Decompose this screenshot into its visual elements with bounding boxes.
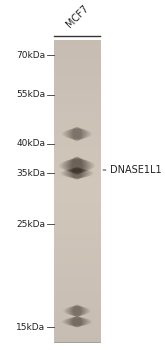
Ellipse shape	[69, 127, 84, 140]
Ellipse shape	[64, 168, 90, 178]
Ellipse shape	[59, 160, 95, 172]
Text: 55kDa: 55kDa	[16, 90, 45, 99]
Text: DNASE1L1: DNASE1L1	[110, 165, 162, 175]
Text: 25kDa: 25kDa	[16, 219, 45, 229]
Ellipse shape	[61, 159, 93, 173]
Ellipse shape	[63, 159, 91, 173]
Ellipse shape	[70, 157, 84, 175]
Ellipse shape	[69, 306, 85, 316]
Ellipse shape	[63, 129, 91, 139]
Ellipse shape	[65, 306, 89, 316]
Ellipse shape	[71, 127, 83, 141]
Text: MCF7: MCF7	[65, 3, 91, 29]
Ellipse shape	[71, 305, 82, 317]
Ellipse shape	[71, 316, 83, 327]
Ellipse shape	[65, 158, 89, 173]
Ellipse shape	[66, 158, 88, 174]
Ellipse shape	[70, 167, 84, 179]
Ellipse shape	[72, 156, 82, 175]
Ellipse shape	[66, 168, 89, 178]
Ellipse shape	[72, 316, 82, 328]
Ellipse shape	[62, 318, 92, 326]
Text: 40kDa: 40kDa	[16, 139, 45, 148]
Text: 70kDa: 70kDa	[16, 51, 45, 60]
FancyBboxPatch shape	[54, 41, 100, 342]
Ellipse shape	[73, 304, 81, 317]
Ellipse shape	[66, 306, 88, 316]
Ellipse shape	[69, 168, 85, 179]
Ellipse shape	[61, 169, 94, 177]
Ellipse shape	[70, 305, 84, 317]
Ellipse shape	[68, 317, 86, 327]
Ellipse shape	[68, 158, 86, 174]
Ellipse shape	[69, 316, 84, 327]
Text: 35kDa: 35kDa	[16, 169, 45, 178]
Ellipse shape	[67, 168, 87, 179]
Ellipse shape	[66, 128, 88, 140]
Ellipse shape	[72, 127, 82, 141]
Ellipse shape	[67, 306, 87, 316]
Ellipse shape	[72, 167, 82, 180]
Ellipse shape	[65, 317, 89, 326]
Ellipse shape	[68, 128, 86, 140]
Ellipse shape	[66, 317, 88, 327]
Text: 15kDa: 15kDa	[16, 323, 45, 332]
Ellipse shape	[65, 128, 89, 140]
Ellipse shape	[63, 317, 91, 326]
Ellipse shape	[62, 169, 92, 178]
